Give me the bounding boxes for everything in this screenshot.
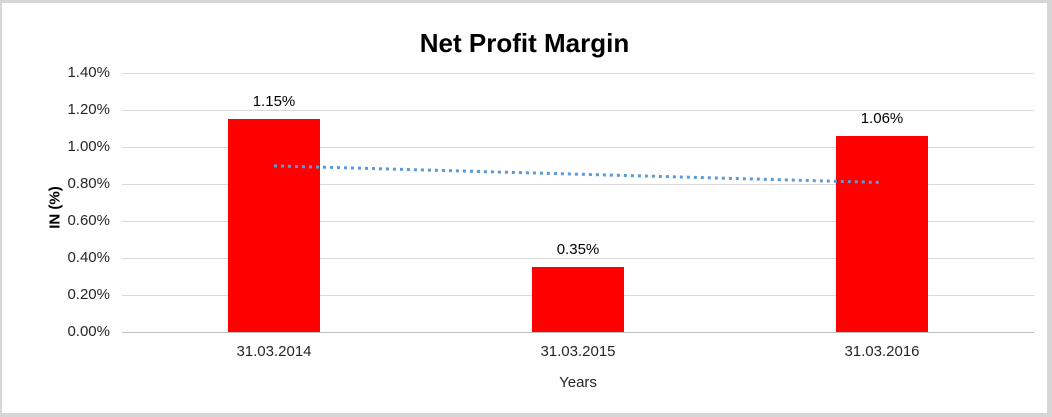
- x-axis-line: [122, 332, 1034, 333]
- chart-title: Net Profit Margin: [419, 28, 630, 58]
- bar-31.03.2016: [836, 136, 928, 332]
- x-category-label: 31.03.2014: [236, 343, 312, 360]
- x-category-label: 31.03.2015: [540, 343, 616, 360]
- x-axis-title: Years: [559, 374, 597, 391]
- bar-31.03.2014: [228, 119, 320, 332]
- y-gridline: [122, 110, 1034, 111]
- y-gridline: [122, 258, 1034, 259]
- y-tick-label: 0.60%: [67, 212, 110, 229]
- bar-data-label: 0.35%: [556, 241, 600, 258]
- bar-data-label: 1.15%: [252, 93, 296, 110]
- y-gridline: [122, 73, 1034, 74]
- y-gridline: [122, 147, 1034, 148]
- y-tick-label: 0.40%: [67, 249, 110, 266]
- bar-31.03.2015: [532, 267, 624, 332]
- y-tick-label: 1.20%: [67, 101, 110, 118]
- x-category-label: 31.03.2016: [844, 343, 920, 360]
- y-tick-label: 0.20%: [67, 286, 110, 303]
- y-tick-label: 0.00%: [67, 323, 110, 340]
- y-tick-label: 1.40%: [67, 64, 110, 81]
- bar-data-label: 1.06%: [860, 110, 904, 127]
- y-tick-label: 1.00%: [67, 138, 110, 155]
- y-gridline: [122, 184, 1034, 185]
- plot-area: [122, 73, 1034, 333]
- y-gridline: [122, 221, 1034, 222]
- y-tick-label: 0.80%: [67, 175, 110, 192]
- trendline: [273, 164, 883, 185]
